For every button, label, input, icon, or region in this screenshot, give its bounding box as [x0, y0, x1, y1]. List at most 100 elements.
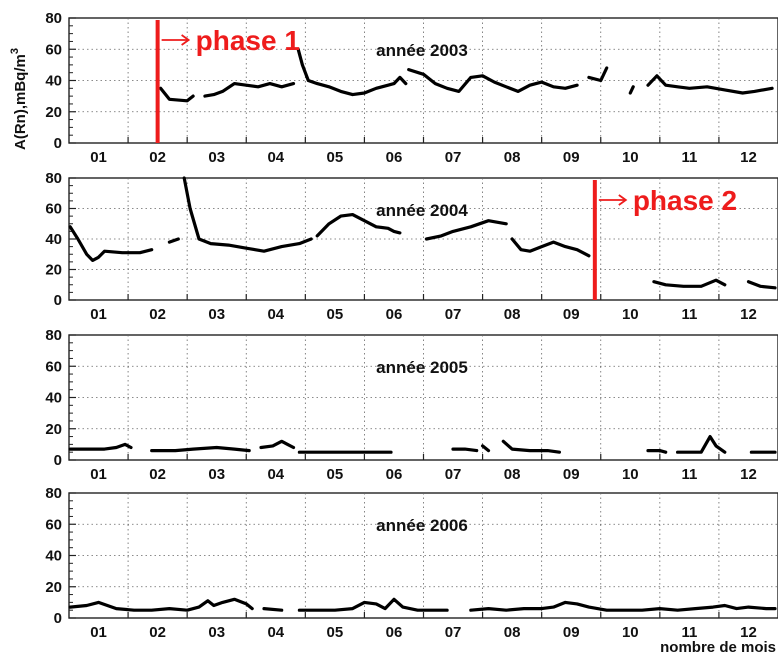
x-tick-label: 12: [740, 306, 757, 323]
panel-title: année 2003: [376, 41, 468, 60]
x-tick-label: 04: [267, 466, 284, 483]
y-tick-label: 80: [45, 485, 62, 502]
data-series-segment: [589, 68, 607, 81]
y-tick-label: 60: [45, 516, 62, 533]
x-tick-label: 09: [563, 306, 580, 323]
data-series-segment: [70, 227, 152, 261]
x-tick-label: 05: [327, 624, 344, 641]
y-tick-label: 40: [45, 390, 62, 407]
x-tick-label: 07: [445, 624, 462, 641]
y-tick-label: 0: [54, 610, 62, 627]
x-tick-label: 06: [386, 624, 403, 641]
data-series-segment: [264, 609, 282, 611]
x-tick-label: 01: [90, 149, 107, 166]
x-tick-label: 09: [563, 149, 580, 166]
x-tick-label: 07: [445, 306, 462, 323]
y-tick-label: 40: [45, 231, 62, 248]
x-tick-label: 03: [208, 466, 225, 483]
y-tick-label: 20: [45, 421, 62, 438]
data-series-segment: [648, 76, 772, 93]
data-series-segment: [630, 87, 633, 93]
x-tick-label: 01: [90, 624, 107, 641]
data-series-segment: [749, 282, 776, 288]
data-series-segment: [261, 441, 294, 447]
x-tick-label: 10: [622, 149, 639, 166]
data-series-segment: [70, 444, 131, 449]
data-series-segment: [453, 449, 477, 451]
data-series-segment: [503, 441, 559, 452]
data-series-segment: [678, 437, 725, 453]
x-tick-label: 08: [504, 306, 521, 323]
x-tick-label: 02: [149, 149, 166, 166]
y-tick-label: 60: [45, 358, 62, 375]
data-series-segment: [648, 451, 666, 453]
x-tick-label: 08: [504, 466, 521, 483]
chart-panel-4: 0 20 40 60 80 01 02 03 04 05 06 07 08 09 10 11 12 année 2…: [45, 485, 778, 641]
y-tick-label: 20: [45, 262, 62, 279]
x-tick-label: 05: [327, 306, 344, 323]
data-series-segment: [161, 88, 194, 101]
x-tick-label: 03: [208, 624, 225, 641]
data-series-segment: [471, 602, 775, 610]
x-tick-label: 11: [681, 466, 697, 483]
data-series-segment: [512, 239, 589, 256]
y-tick-label: 0: [54, 452, 62, 469]
data-series-segment: [169, 239, 178, 242]
y-axis-label: A(Rn),mBq/m3: [9, 48, 29, 150]
y-tick-label: 60: [45, 201, 62, 218]
y-tick-label: 20: [45, 579, 62, 596]
data-series-segment: [70, 599, 252, 610]
y-tick-label: 80: [45, 10, 62, 27]
panel-title: année 2004: [376, 201, 468, 220]
x-tick-label: 11: [681, 306, 697, 323]
x-tick-label: 02: [149, 466, 166, 483]
x-tick-label: 02: [149, 306, 166, 323]
y-tick-label: 80: [45, 327, 62, 344]
x-tick-label: 10: [622, 624, 639, 641]
y-tick-label: 0: [54, 292, 62, 309]
chart-panel-1: 0 20 40 60 80 01 02 03 04 05 06 07 08 09 10 11 12 année 2…: [45, 10, 778, 166]
y-axis-label-superscript: 3: [9, 48, 21, 54]
panel-title: année 2005: [376, 358, 468, 377]
data-series-segment: [152, 448, 250, 451]
data-series-segment: [483, 446, 489, 451]
x-tick-label: 03: [208, 306, 225, 323]
data-series-segment: [205, 84, 294, 97]
x-tick-label: 10: [622, 306, 639, 323]
x-tick-label: 10: [622, 466, 639, 483]
phase-label: phase 2: [633, 185, 737, 216]
y-tick-label: 40: [45, 548, 62, 565]
phase-label: phase 1: [196, 25, 300, 56]
x-tick-label: 09: [563, 624, 580, 641]
chart-panel-3: 0 20 40 60 80 01 02 03 04 05 06 07 08 09 10 11 12 année 2…: [45, 327, 778, 483]
x-tick-label: 05: [327, 466, 344, 483]
data-series-segment: [299, 599, 447, 610]
data-series-segment: [427, 221, 507, 239]
y-tick-label: 60: [45, 41, 62, 58]
y-tick-label: 40: [45, 73, 62, 90]
x-tick-label: 04: [267, 306, 284, 323]
x-tick-label: 09: [563, 466, 580, 483]
x-tick-label: 11: [681, 149, 697, 166]
x-tick-label: 07: [445, 149, 462, 166]
x-axis-label: nombre de mois: [660, 639, 776, 654]
x-tick-label: 04: [267, 149, 284, 166]
x-tick-label: 06: [386, 306, 403, 323]
x-tick-label: 01: [90, 306, 107, 323]
x-tick-label: 04: [267, 624, 284, 641]
y-tick-label: 0: [54, 135, 62, 152]
x-tick-label: 12: [740, 149, 757, 166]
y-tick-label: 20: [45, 104, 62, 121]
x-tick-label: 06: [386, 149, 403, 166]
panel-title: année 2006: [376, 516, 468, 535]
x-tick-label: 05: [327, 149, 344, 166]
x-tick-label: 08: [504, 149, 521, 166]
data-series-segment: [654, 280, 725, 286]
x-tick-label: 02: [149, 624, 166, 641]
y-tick-label: 80: [45, 170, 62, 187]
x-tick-label: 07: [445, 466, 462, 483]
x-tick-label: 06: [386, 466, 403, 483]
x-tick-label: 08: [504, 624, 521, 641]
x-tick-label: 12: [740, 466, 757, 483]
